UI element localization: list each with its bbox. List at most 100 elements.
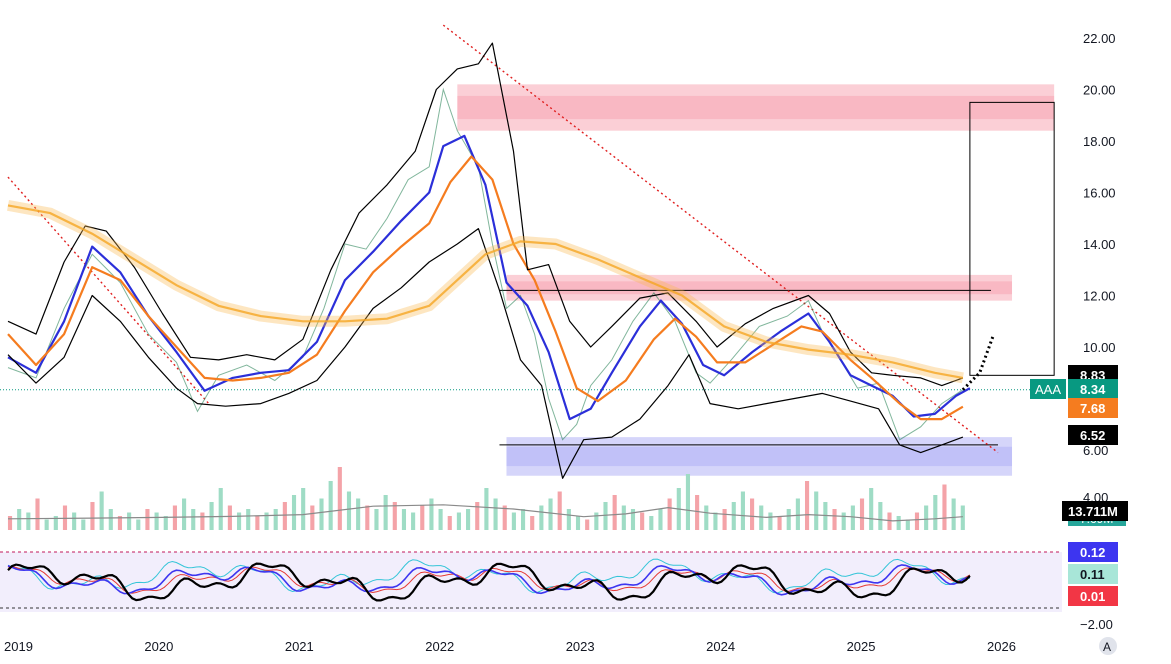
volume-bar [942, 484, 947, 530]
volume-bar [35, 498, 40, 530]
time-tick-label: 2025 [847, 639, 876, 654]
price-label-text: 6.52 [1080, 428, 1105, 443]
time-tick-label: 2024 [706, 639, 735, 654]
time-tick-label: 2023 [566, 639, 595, 654]
volume-bar [878, 502, 883, 530]
price-label-badge [1068, 398, 1118, 418]
volume-bar [896, 516, 901, 530]
volume-bar [383, 495, 388, 530]
time-tick-label: 2026 [987, 639, 1016, 654]
time-tick-label: 2019 [4, 639, 33, 654]
price-label-text: 8.34 [1080, 382, 1106, 397]
volume-bar [603, 502, 608, 530]
price-tick-label: 14.00 [1083, 237, 1116, 252]
volume-bar [548, 498, 553, 530]
price-tick-label: 22.00 [1083, 31, 1116, 46]
volume-bar [26, 512, 31, 530]
volume-bar [438, 509, 443, 530]
volume-bar [585, 519, 590, 530]
volume-bar [777, 516, 782, 530]
volume-bar [933, 495, 938, 530]
oscillator-axis-label: −2.00 [1080, 617, 1113, 632]
volume-bar [814, 491, 819, 530]
volume-bar [209, 502, 214, 530]
volume-bar [429, 498, 434, 530]
volume-bar [374, 509, 379, 530]
volume-bar [81, 519, 86, 530]
volume-bar [759, 505, 764, 530]
ticker-badge [1030, 379, 1066, 399]
volume-bar [475, 502, 480, 530]
volume-bar [795, 498, 800, 530]
volume-bar [90, 502, 95, 530]
volume-bar [44, 519, 49, 530]
volume-bar [356, 498, 361, 530]
volume-bar [337, 467, 342, 530]
volume-bar [713, 512, 718, 530]
oscillator-readout: 0.12 [1080, 545, 1105, 560]
volume-bar [191, 509, 196, 530]
volume-bar [346, 491, 352, 530]
volume-bar [575, 516, 581, 530]
volume-bar [869, 488, 874, 530]
volume-bar [960, 505, 965, 530]
volume-bar [163, 516, 168, 530]
volume-bar [291, 495, 297, 530]
volume-bar [200, 512, 205, 530]
oscillator-layer [0, 551, 1062, 612]
series-layer [7, 42, 996, 479]
price-tick-label: 12.00 [1083, 289, 1116, 304]
volume-bar [520, 509, 526, 530]
volume-bar [786, 509, 791, 530]
oscillator-band [0, 552, 1062, 612]
volume-bar [493, 498, 498, 530]
volume-bar [804, 481, 810, 530]
volume-bar [612, 495, 617, 530]
auto-scale-letter: A [1103, 640, 1111, 654]
oscillator-readout: 0.01 [1080, 589, 1105, 604]
volume-bar [649, 516, 654, 530]
price-tick-label: 20.00 [1083, 83, 1116, 98]
zone-resistance-1 [506, 274, 1013, 301]
volume-bar [594, 512, 599, 530]
zone-core-2 [506, 446, 1013, 467]
volume-bar [740, 491, 745, 530]
zones-layer [0, 24, 1070, 476]
volume-bar [17, 509, 22, 530]
volume-bar [850, 505, 855, 530]
zone-support-2 [506, 437, 1013, 476]
price-label-text: 7.68 [1080, 401, 1105, 416]
volume-bar [887, 512, 892, 530]
trendline-0 [7, 176, 210, 405]
volume-bar [630, 509, 636, 530]
oscillator-readout-badge [1068, 586, 1118, 606]
series-ma_long [7, 204, 964, 379]
volume-bar [182, 498, 187, 530]
volume-bar [511, 512, 516, 530]
volume-ma-line [7, 504, 963, 522]
zone-resistance-0 [457, 84, 1055, 131]
volume-bar [99, 491, 104, 530]
volume-bar [832, 509, 837, 530]
series-projection [961, 333, 996, 391]
volume-bar [301, 488, 306, 530]
axis-layer: 22.0020.0018.0016.0014.0012.0010.006.004… [4, 31, 1128, 655]
volume-bar [768, 512, 773, 530]
volume-bar [841, 512, 846, 530]
volume-bar [7, 516, 13, 530]
volume-bar [530, 516, 535, 530]
trendline-1 [442, 24, 999, 454]
target-box [969, 101, 1055, 376]
oscillator-readout-badge [1068, 564, 1118, 584]
ticker-label: AAA [1035, 382, 1061, 397]
time-tick-label: 2022 [425, 639, 454, 654]
volume-bar [365, 505, 370, 530]
volume-bar [392, 502, 397, 530]
volume-bar [319, 498, 324, 530]
volume-bar [246, 509, 251, 530]
volume-bar [667, 498, 672, 530]
volume-bar [53, 516, 58, 530]
volume-bar [127, 512, 132, 530]
